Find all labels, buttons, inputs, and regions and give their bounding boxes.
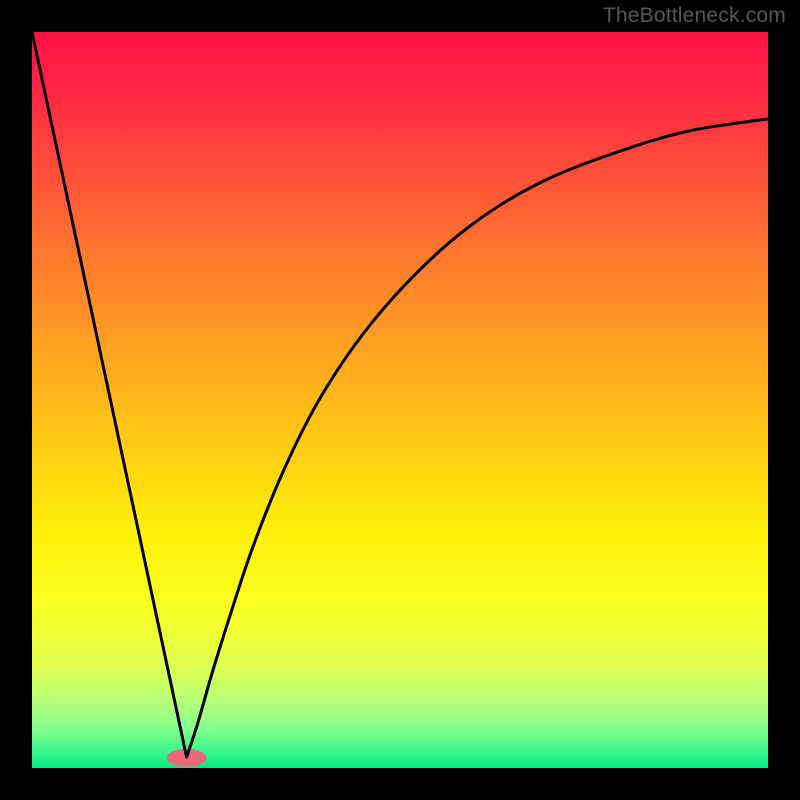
plot-background [32, 32, 768, 768]
bottleneck-chart [0, 0, 800, 800]
watermark-label: TheBottleneck.com [603, 4, 786, 28]
chart-container: { "meta": { "watermark": "TheBottleneck.… [0, 0, 800, 800]
